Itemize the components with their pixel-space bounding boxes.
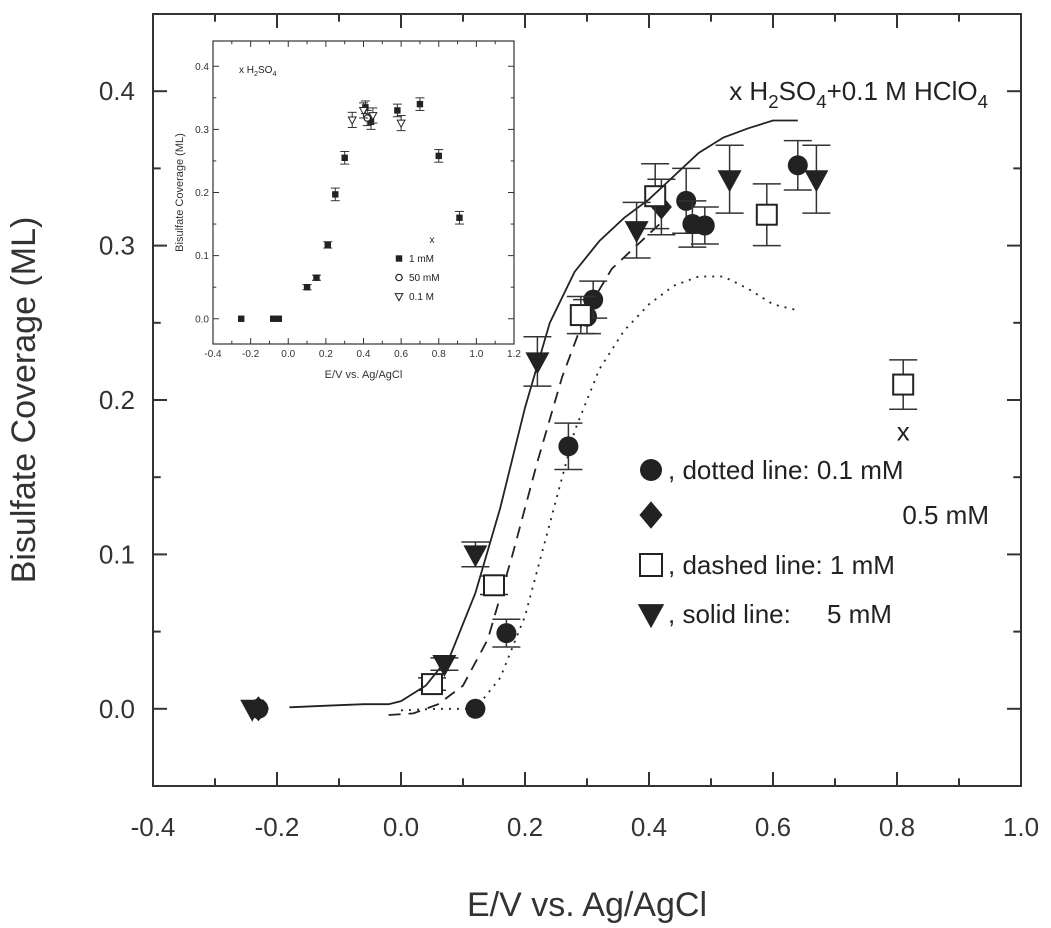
- inset-data-point-filled-square: [270, 315, 277, 322]
- data-point-filled-triangle-down: [804, 170, 829, 193]
- inset-x-axis-title: E/V vs. Ag/AgCl: [325, 369, 403, 381]
- inset-data-point-filled-square: [367, 118, 375, 125]
- inset-data-point-open-triangle-down: [368, 112, 378, 121]
- legend-marker-filled-diamond: [639, 501, 663, 529]
- inset-x-tick-label: 0.6: [394, 349, 408, 360]
- inset-data-point-filled-square: [313, 274, 320, 281]
- series-line-0: [400, 275, 799, 712]
- inset-x-tick-label: 1.0: [469, 349, 483, 360]
- data-point-open-square: [892, 373, 915, 396]
- data-point-filled-circle: [465, 698, 486, 719]
- inset-legend-marker-open-triangle-down: [394, 293, 404, 302]
- legend-label: , solid line: 5 mM: [668, 599, 892, 629]
- data-point-filled-circle: [496, 623, 517, 644]
- inset-legend-label: 50 mM: [409, 273, 440, 284]
- y-tick-label: 0.1: [99, 539, 135, 569]
- legend-marker-filled-triangle-down: [637, 604, 665, 629]
- data-point-filled-triangle-down: [463, 545, 488, 568]
- legend: , dotted line: 0.1 mM 0.5 mM, dashed line…: [637, 455, 989, 629]
- legend-label: 0.5 mM: [902, 500, 989, 530]
- inset-legend-label: 0.1 M: [409, 292, 434, 303]
- inset-data-point-filled-square: [435, 152, 442, 160]
- inset-data-point-filled-square: [275, 315, 283, 322]
- inset-legend-header: x: [430, 235, 435, 246]
- y-tick-label: 0.2: [99, 385, 135, 415]
- plot-frame: [152, 13, 1022, 787]
- x-tick-label: -0.2: [255, 812, 300, 842]
- inset-y-tick-label: 0.3: [195, 125, 209, 136]
- y-tick-label: 0.0: [99, 694, 135, 724]
- inset-data-point-open-triangle-down: [358, 107, 369, 116]
- x-tick-label: 0.4: [631, 812, 667, 842]
- annotation-label: x H2SO4+0.1 M HClO4: [729, 76, 988, 112]
- inset-x-tick-label: 0.8: [432, 349, 446, 360]
- inset-data-point-filled-square: [238, 315, 245, 322]
- data-point-filled-triangle-down: [240, 699, 265, 722]
- main-plot: -0.4 -0.2 0.0 0.2 0.4 0.6 0.8 1.0 0.0 0.1 0.2 0.3 0.…: [5, 13, 1039, 924]
- inset-data-point-filled-square: [456, 214, 463, 221]
- inset-data-point-filled-square: [416, 100, 424, 108]
- x-tick-label: 0.8: [879, 812, 915, 842]
- x-tick-label: 0.2: [507, 812, 543, 842]
- inset-annotation-label: x H2SO4: [239, 65, 276, 78]
- x-tick-label: -0.4: [131, 812, 176, 842]
- inset-data-point-filled-square: [332, 191, 339, 198]
- inset-y-tick-label: 0.4: [195, 62, 209, 73]
- inset-x-tick-label: 0.0: [281, 349, 295, 360]
- inset-data-point-open-triangle-down: [396, 119, 406, 129]
- data-point-filled-triangle-down: [717, 170, 742, 193]
- x-tick-label: 0.0: [383, 812, 419, 842]
- inset-x-tick-label: -0.2: [242, 349, 260, 360]
- data-point-filled-circle: [558, 436, 579, 457]
- inset-x-tick-label: 0.4: [357, 349, 371, 360]
- inset-legend-marker-open-circle: [395, 273, 403, 282]
- inset-data-point-filled-square: [341, 154, 348, 161]
- inset-y-tick-label: 0.1: [195, 251, 209, 262]
- y-tick-label: 0.4: [99, 76, 135, 106]
- x-tick-label: 0.6: [755, 812, 791, 842]
- x-axis-title: E/V vs. Ag/AgCl: [467, 886, 707, 924]
- data-point-open-square: [421, 673, 443, 696]
- data-point-open-square: [644, 185, 667, 208]
- series-line-2: [388, 221, 663, 716]
- annotation-x-marker: x: [897, 417, 910, 447]
- x-tick-label: 1.0: [1003, 812, 1039, 842]
- legend-marker-filled-circle: [640, 459, 662, 481]
- series-line-3: [289, 119, 798, 709]
- inset-x-tick-label: 1.2: [507, 349, 521, 360]
- inset-y-tick-label: 0.2: [195, 188, 209, 199]
- inset-x-tick-label: -0.4: [204, 349, 222, 360]
- data-point-open-square: [483, 574, 505, 597]
- data-point-filled-triangle-down: [432, 655, 457, 678]
- data-point-filled-triangle-down: [525, 352, 550, 375]
- inset-plot: -0.4 -0.2 0.0 0.2 0.4 0.6 0.8 1.0 1.2 0.0 0.1 0.2 0.…: [174, 40, 521, 381]
- legend-label: , dotted line: 0.1 mM: [668, 455, 904, 485]
- inset-data-point-filled-square: [324, 241, 331, 249]
- inset-legend-label: 1 mM: [409, 254, 434, 265]
- data-point-filled-circle: [694, 215, 715, 236]
- data-point-filled-circle: [787, 155, 808, 176]
- inset-x-tick-label: 0.2: [319, 349, 333, 360]
- legend-label: , dashed line: 1 mM: [668, 550, 895, 580]
- inset-legend-marker-filled-square: [395, 255, 403, 262]
- y-axis-title: Bisulfate Coverage (ML): [5, 217, 43, 584]
- legend-marker-open-square: [639, 553, 663, 577]
- data-point-filled-triangle-down: [624, 221, 649, 244]
- data-point-open-square: [569, 304, 592, 327]
- inset-plot-frame: [212, 40, 515, 345]
- inset-data-point-filled-square: [303, 283, 311, 291]
- inset-data-point-open-triangle-down: [347, 116, 357, 126]
- y-tick-label: 0.3: [99, 231, 135, 261]
- inset-y-axis-title: Bisulfate Coverage (ML): [174, 133, 186, 252]
- inset-y-tick-label: 0.0: [195, 314, 209, 325]
- inset-data-point-filled-square: [394, 107, 401, 114]
- data-point-open-square: [755, 203, 778, 226]
